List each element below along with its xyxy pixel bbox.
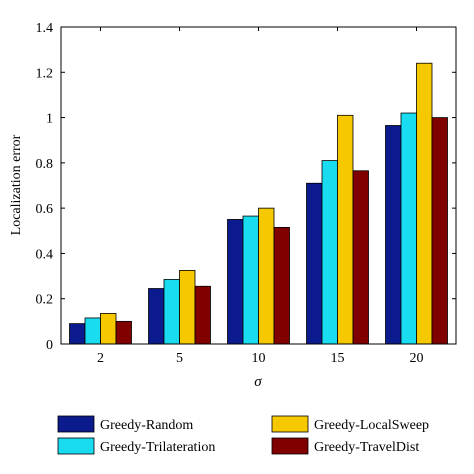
bar-greedy-trilateration-5	[163, 279, 180, 345]
bar-greedy-trilateration-10	[242, 215, 259, 345]
bars-layer	[69, 62, 448, 345]
x-tick-label: 20	[410, 351, 424, 366]
x-tick-label: 5	[176, 351, 183, 366]
legend-label-greedy-traveldist: Greedy-TravelDist	[314, 440, 419, 455]
bar-greedy-traveldist-10	[273, 226, 290, 345]
bar-greedy-trilateration-20	[400, 112, 417, 345]
bar-greedy-random-15	[306, 182, 323, 345]
bar-greedy-random-20	[385, 125, 402, 345]
bar-greedy-random-5	[148, 288, 165, 345]
y-tick-label: 1.4	[36, 21, 54, 36]
legend-swatch-greedy-trilateration	[57, 437, 95, 455]
bar-greedy-random-10	[227, 219, 244, 345]
y-tick-label: 0.8	[36, 157, 54, 172]
y-tick-label: 1	[46, 112, 53, 127]
x-tick-label: 2	[97, 351, 104, 366]
legend-label-greedy-random: Greedy-Random	[100, 418, 193, 433]
bar-greedy-trilateration-15	[321, 160, 338, 345]
bar-greedy-random-2	[69, 323, 86, 345]
bar-greedy-traveldist-20	[431, 117, 448, 345]
y-tick-label: 0.2	[36, 293, 54, 308]
y-tick-label: 0.4	[36, 247, 54, 262]
legend: Greedy-Random Greedy-Trilateration Greedy-…	[57, 415, 429, 455]
legend-swatch-greedy-localsweep	[271, 415, 309, 433]
bar-greedy-localsweep-5	[179, 270, 196, 345]
y-axis-title: Localization error	[9, 134, 24, 235]
axes-layer: 2 5 10 15 20 0 0.2 0.4 0.6 0.8 1 1.2 1.4	[36, 21, 456, 366]
bar-greedy-localsweep-10	[258, 207, 275, 345]
x-axis-title: σ	[254, 374, 262, 390]
bar-greedy-localsweep-20	[416, 62, 433, 345]
x-tick-label: 10	[252, 351, 266, 366]
bar-greedy-traveldist-5	[194, 285, 211, 345]
y-tick-label: 1.2	[36, 66, 54, 81]
bar-greedy-localsweep-2	[100, 313, 117, 345]
y-tick-label: 0.6	[36, 202, 54, 217]
legend-swatch-greedy-traveldist	[271, 437, 309, 455]
y-tick-label: 0	[46, 338, 53, 353]
bar-greedy-traveldist-15	[352, 170, 369, 345]
x-tick-label: 15	[331, 351, 345, 366]
legend-label-greedy-localsweep: Greedy-LocalSweep	[314, 418, 429, 433]
bar-greedy-traveldist-2	[115, 320, 132, 345]
bar-greedy-localsweep-15	[337, 114, 354, 345]
bar-greedy-trilateration-2	[84, 317, 101, 345]
legend-swatch-greedy-random	[57, 415, 95, 433]
legend-label-greedy-trilateration: Greedy-Trilateration	[100, 440, 215, 455]
